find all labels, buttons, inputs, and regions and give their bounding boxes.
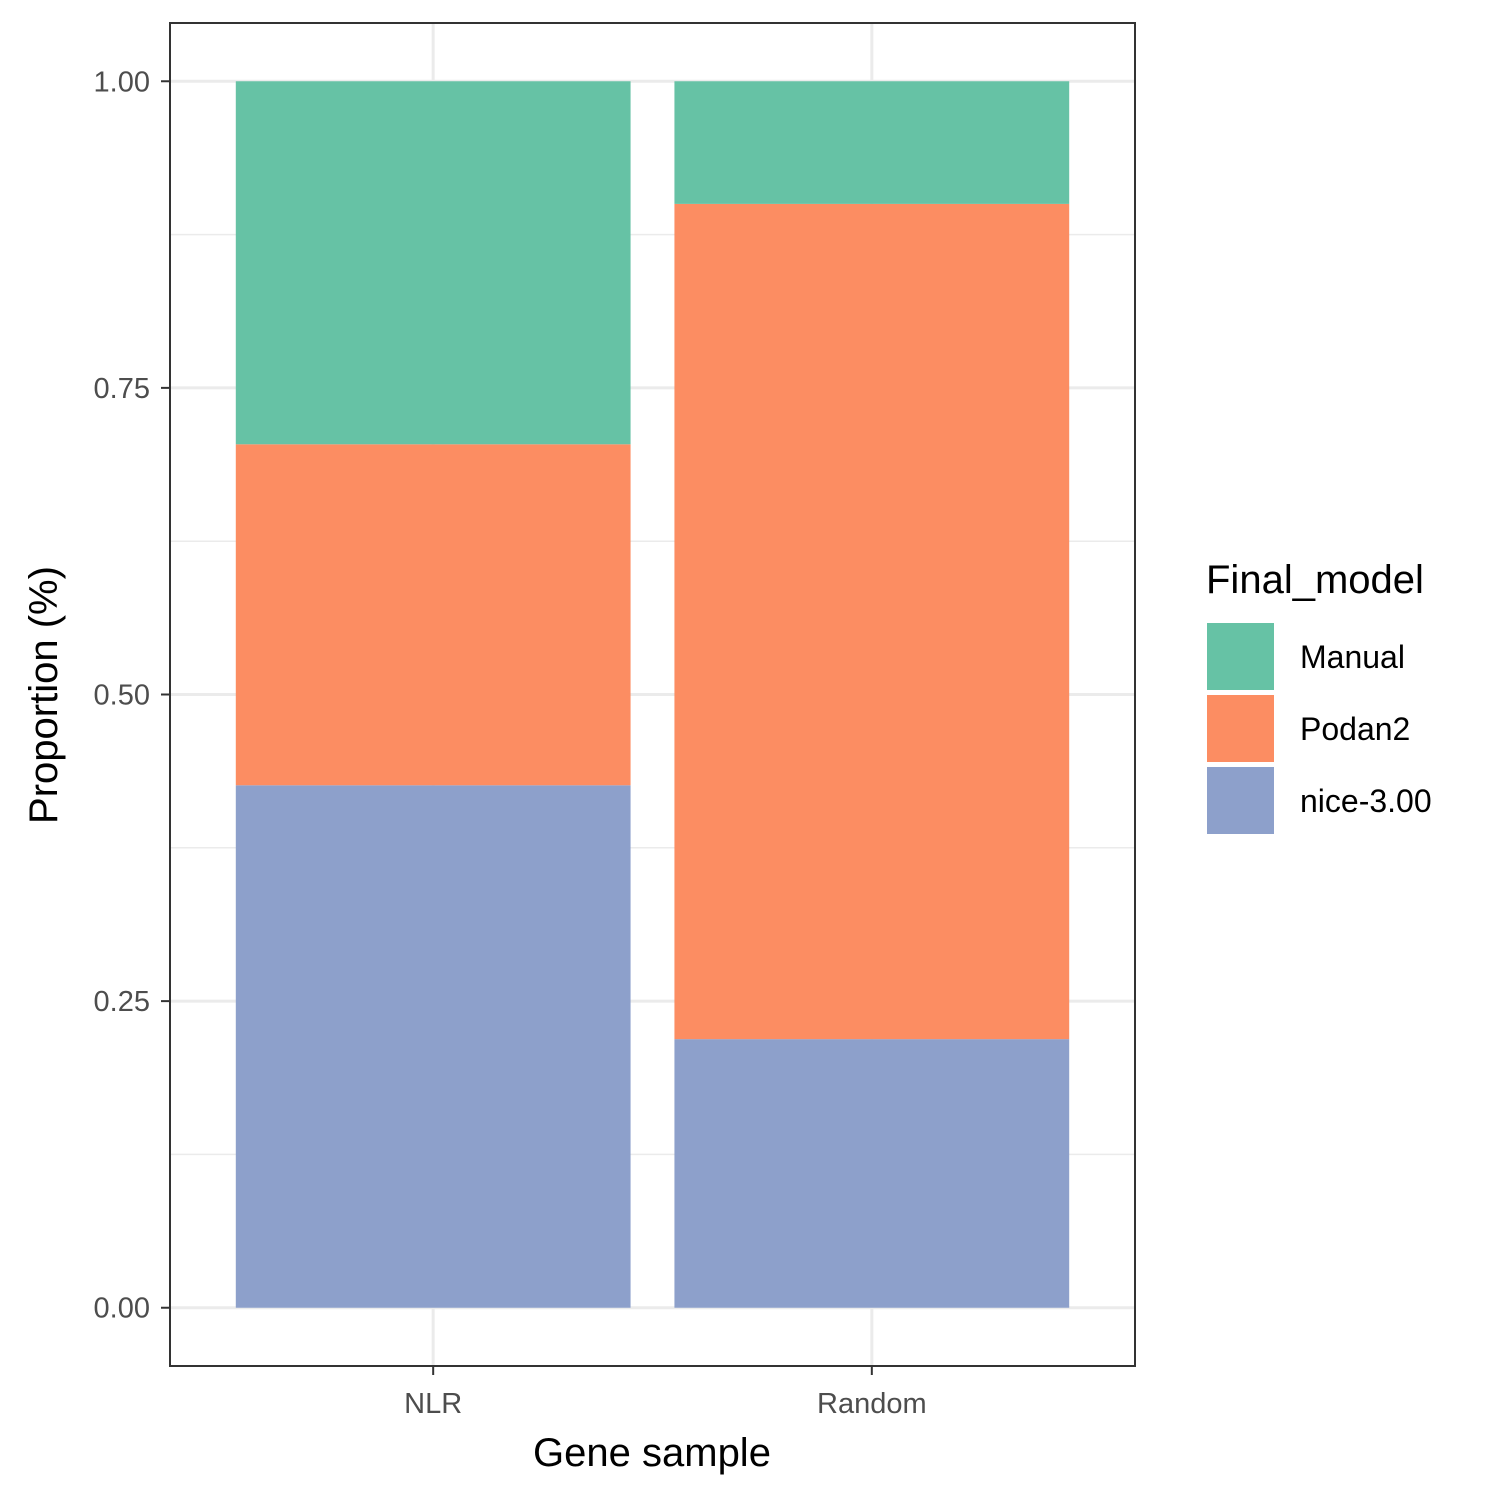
legend-label: nice-3.00 [1300, 783, 1432, 819]
y-tick-label: 1.00 [94, 66, 150, 98]
axes: 0.00 0.25 0.50 0.75 1.00 NLR Random [94, 66, 927, 1420]
y-axis-title: Proportion (%) [22, 566, 66, 824]
bar-segment-random-nice-3-00 [674, 1039, 1070, 1308]
x-tick-label: NLR [404, 1388, 462, 1420]
bar-segment-random-podan2 [674, 203, 1070, 1040]
bar-segment-nlr-nice-3-00 [235, 785, 631, 1308]
bar-segment-nlr-manual [235, 81, 631, 445]
x-tick-label: Random [817, 1388, 927, 1420]
x-axis-title: Gene sample [533, 1431, 771, 1475]
y-tick-label: 0.50 [94, 680, 150, 712]
legend-key-podan2 [1207, 695, 1274, 762]
y-tick-label: 0.25 [94, 986, 150, 1018]
legend-label: Manual [1300, 639, 1405, 675]
legend-key-manual [1207, 623, 1274, 690]
bar-segment-random-manual [674, 81, 1070, 204]
legend: Final_model Manual Podan2 nice-3.00 [1206, 558, 1432, 834]
legend-key-nice-3-00 [1207, 767, 1274, 834]
y-tick-label: 0.75 [94, 373, 150, 405]
legend-title: Final_model [1206, 558, 1424, 602]
bar-segment-nlr-podan2 [235, 444, 631, 786]
bars [235, 81, 1070, 1308]
legend-label: Podan2 [1300, 711, 1410, 747]
y-tick-label: 0.00 [94, 1293, 150, 1325]
